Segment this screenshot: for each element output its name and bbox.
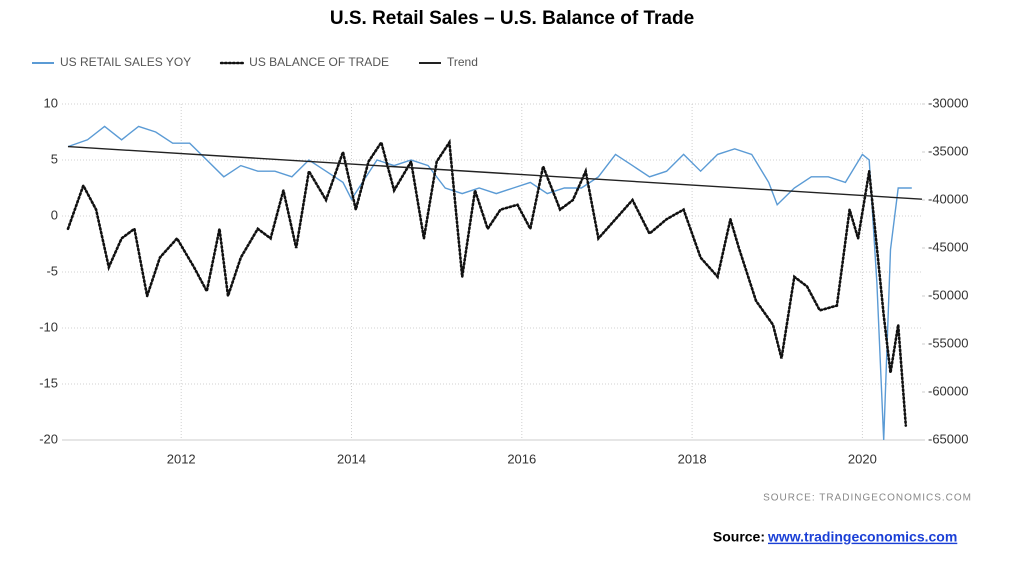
x-tick-label: 2012 [167,451,196,466]
y2-tick-label: -40000 [928,191,968,206]
series-line [67,125,912,441]
y-tick-label: -20 [39,431,58,446]
x-tick-label: 2014 [337,451,366,466]
legend-label: US RETAIL SALES YOY [60,55,191,69]
legend-label: US BALANCE OF TRADE [249,55,389,69]
y-tick-label: 10 [44,95,58,110]
y2-tick-label: -60000 [928,383,968,398]
y-tick-label: -10 [39,319,58,334]
source-label: Source: [713,529,765,545]
x-tick-label: 2018 [678,451,707,466]
x-tick-label: 2016 [507,451,536,466]
source-note: SOURCE: TRADINGECONOMICS.COM [763,493,972,504]
y2-tick-label: -45000 [928,239,968,254]
y-tick-label: -5 [46,263,58,278]
y2-tick-label: -35000 [928,143,968,158]
y2-tick-label: -50000 [928,287,968,302]
y-tick-label: 5 [51,151,58,166]
chart-title: U.S. Retail Sales – U.S. Balance of Trad… [330,8,694,29]
y-tick-label: -15 [39,375,58,390]
y2-tick-label: -55000 [928,335,968,350]
legend-label: Trend [447,55,478,69]
source-link[interactable]: www.tradingeconomics.com [767,529,957,545]
y2-tick-label: -65000 [928,431,968,446]
x-tick-label: 2020 [848,451,877,466]
y-tick-label: 0 [51,207,58,222]
y2-tick-label: -30000 [928,95,968,110]
series-line [67,145,923,200]
series-line [66,138,908,427]
